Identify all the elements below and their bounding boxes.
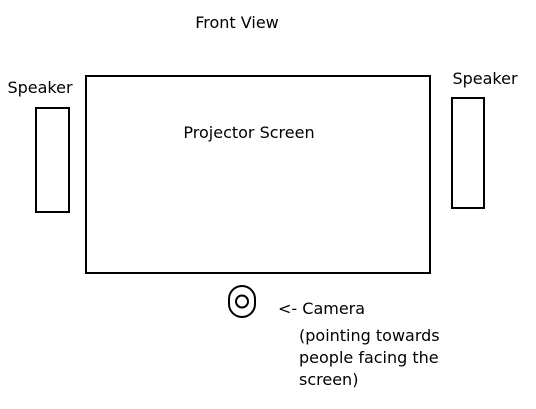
camera-lens-icon bbox=[228, 285, 256, 318]
speaker-right-label: Speaker bbox=[452, 69, 518, 88]
camera-note-line-1: (pointing towards bbox=[299, 326, 440, 345]
projector-screen bbox=[85, 75, 431, 274]
projector-screen-label: Projector Screen bbox=[183, 123, 314, 142]
camera-lens bbox=[235, 294, 249, 309]
speaker-left-label: Speaker bbox=[7, 78, 73, 97]
diagram-title: Front View bbox=[195, 13, 279, 32]
camera-note-line-2: people facing the bbox=[299, 348, 439, 367]
speaker-right bbox=[451, 97, 485, 209]
speaker-left bbox=[35, 107, 70, 213]
camera-label: <- Camera bbox=[278, 299, 365, 318]
camera-note-line-3: screen) bbox=[299, 370, 358, 389]
